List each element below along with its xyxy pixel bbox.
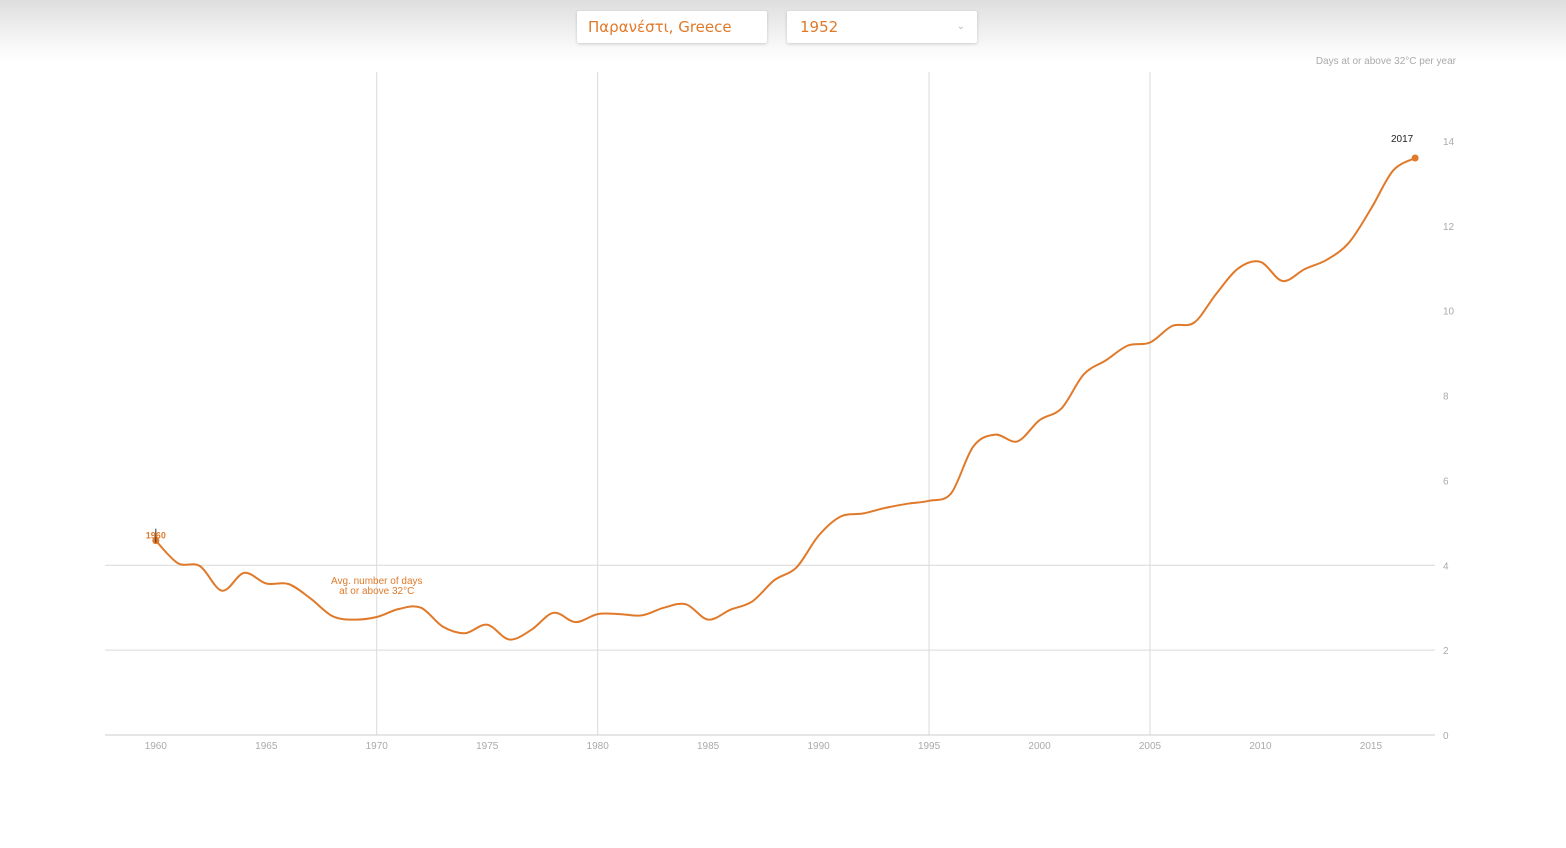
y-tick-label-0: 0 (1443, 731, 1449, 742)
annotation-line-1: Avg. number of days (331, 576, 423, 587)
x-tick-label-1975: 1975 (476, 741, 499, 752)
x-tick-label-1960: 1960 (145, 741, 168, 752)
x-tick-label-2005: 2005 (1139, 741, 1162, 752)
x-tick-label-1965: 1965 (255, 741, 278, 752)
x-tick-label-2015: 2015 (1360, 741, 1383, 752)
end-year-label: 2017 (1391, 134, 1414, 145)
y-axis-title: Days at or above 32°C per year (1315, 56, 1456, 67)
y-tick-label-10: 10 (1443, 307, 1455, 318)
series-line (155, 157, 1416, 641)
year-value: 1952 (800, 18, 839, 36)
top-control-bar (0, 0, 1566, 62)
x-tick-label-2000: 2000 (1028, 741, 1051, 752)
y-tick-label-8: 8 (1443, 392, 1449, 403)
y-tick-label-14: 14 (1443, 137, 1455, 148)
y-tick-label-12: 12 (1443, 222, 1455, 233)
annotation-line-2: at or above 32°C (339, 586, 414, 597)
y-tick-label-4: 4 (1443, 561, 1449, 572)
x-tick-label-2010: 2010 (1249, 741, 1272, 752)
x-tick-label-1990: 1990 (807, 741, 830, 752)
start-year-label: 1960 (146, 531, 166, 541)
x-tick-label-1980: 1980 (587, 741, 610, 752)
x-tick-label-1995: 1995 (918, 741, 941, 752)
chevron-down-icon: ⌄ (956, 21, 965, 32)
y-tick-label-2: 2 (1443, 646, 1449, 657)
year-select[interactable]: 1952 ⌄ (787, 11, 977, 43)
location-value: Παρανέστι, Greece (588, 18, 732, 36)
y-tick-label-6: 6 (1443, 476, 1449, 487)
end-point (1411, 154, 1419, 162)
location-search-input[interactable]: Παρανέστι, Greece (577, 11, 767, 43)
x-tick-label-1985: 1985 (697, 741, 720, 752)
x-tick-label-1970: 1970 (366, 741, 389, 752)
